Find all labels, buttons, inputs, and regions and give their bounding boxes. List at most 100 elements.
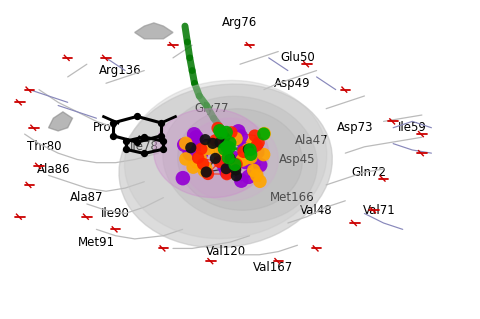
Point	[223, 145, 230, 150]
Text: Arg136: Arg136	[99, 64, 142, 77]
Point	[216, 159, 223, 164]
Point	[220, 164, 228, 169]
Text: Val167: Val167	[253, 261, 294, 274]
Polygon shape	[48, 112, 72, 131]
Point	[219, 145, 227, 151]
Point	[231, 164, 239, 169]
Ellipse shape	[178, 109, 302, 210]
Point	[247, 152, 255, 157]
Point	[235, 129, 242, 134]
Point	[253, 173, 261, 178]
Point	[212, 156, 219, 161]
Point	[240, 146, 248, 152]
Point	[122, 147, 130, 152]
Point	[204, 146, 211, 151]
Point	[226, 145, 233, 150]
Point	[241, 160, 249, 165]
Text: Asp45: Asp45	[279, 153, 316, 166]
Point	[256, 179, 264, 184]
Ellipse shape	[154, 109, 269, 197]
Point	[241, 156, 249, 161]
Point	[221, 135, 228, 140]
Point	[260, 131, 267, 137]
Point	[233, 173, 240, 178]
Point	[237, 134, 244, 139]
Point	[204, 171, 212, 176]
Point	[216, 128, 223, 133]
Point	[224, 155, 232, 160]
Point	[187, 145, 194, 150]
Point	[159, 147, 167, 152]
Point	[228, 133, 236, 138]
Point	[202, 137, 209, 142]
Point	[226, 137, 234, 142]
Text: Ala87: Ala87	[70, 191, 104, 204]
Ellipse shape	[182, 118, 278, 201]
Point	[109, 133, 117, 138]
Point	[244, 147, 252, 152]
Point	[157, 133, 165, 138]
Point	[196, 155, 204, 160]
Point	[253, 143, 261, 148]
Point	[232, 136, 240, 141]
Point	[202, 166, 210, 171]
Point	[214, 125, 221, 130]
Point	[159, 138, 167, 144]
Point	[122, 138, 130, 144]
Ellipse shape	[163, 96, 317, 223]
Point	[194, 155, 202, 160]
Point	[216, 140, 224, 145]
Point	[180, 142, 188, 147]
Ellipse shape	[124, 80, 327, 239]
Point	[245, 174, 252, 179]
Point	[244, 147, 252, 152]
Point	[157, 120, 165, 125]
Point	[133, 114, 141, 119]
Point	[233, 162, 240, 167]
Ellipse shape	[119, 84, 332, 248]
Point	[203, 169, 210, 174]
Text: Ala47: Ala47	[295, 134, 329, 147]
Point	[189, 165, 197, 170]
Point	[222, 166, 230, 171]
Point	[217, 130, 225, 136]
Text: Val48: Val48	[300, 204, 333, 217]
Text: Gly77: Gly77	[194, 102, 228, 115]
Point	[240, 156, 247, 161]
Point	[260, 131, 268, 136]
Point	[223, 169, 230, 174]
Text: Asp49: Asp49	[275, 77, 311, 90]
Point	[203, 145, 210, 150]
Text: Arg76: Arg76	[222, 16, 258, 29]
Point	[223, 130, 230, 135]
Point	[213, 148, 221, 153]
Point	[179, 175, 187, 181]
Text: Gln72: Gln72	[352, 166, 387, 179]
Point	[199, 161, 207, 167]
Text: Ile59: Ile59	[398, 121, 427, 134]
Text: Thr80: Thr80	[26, 140, 61, 153]
Point	[239, 158, 246, 163]
Polygon shape	[135, 23, 173, 39]
Point	[226, 156, 234, 161]
Text: Thr165: Thr165	[219, 153, 261, 166]
Point	[253, 150, 261, 155]
Point	[209, 141, 216, 146]
Point	[197, 152, 204, 157]
Text: Val120: Val120	[205, 245, 246, 258]
Point	[141, 151, 148, 156]
Point	[247, 155, 255, 160]
Point	[238, 178, 245, 183]
Point	[195, 144, 203, 149]
Point	[228, 130, 235, 135]
Point	[260, 152, 267, 157]
Point	[201, 168, 208, 173]
Point	[249, 141, 257, 146]
Point	[109, 120, 117, 125]
Text: Val71: Val71	[362, 204, 395, 217]
Point	[226, 140, 234, 145]
Point	[223, 172, 231, 177]
Point	[240, 149, 247, 154]
Point	[186, 151, 193, 156]
Point	[225, 155, 232, 160]
